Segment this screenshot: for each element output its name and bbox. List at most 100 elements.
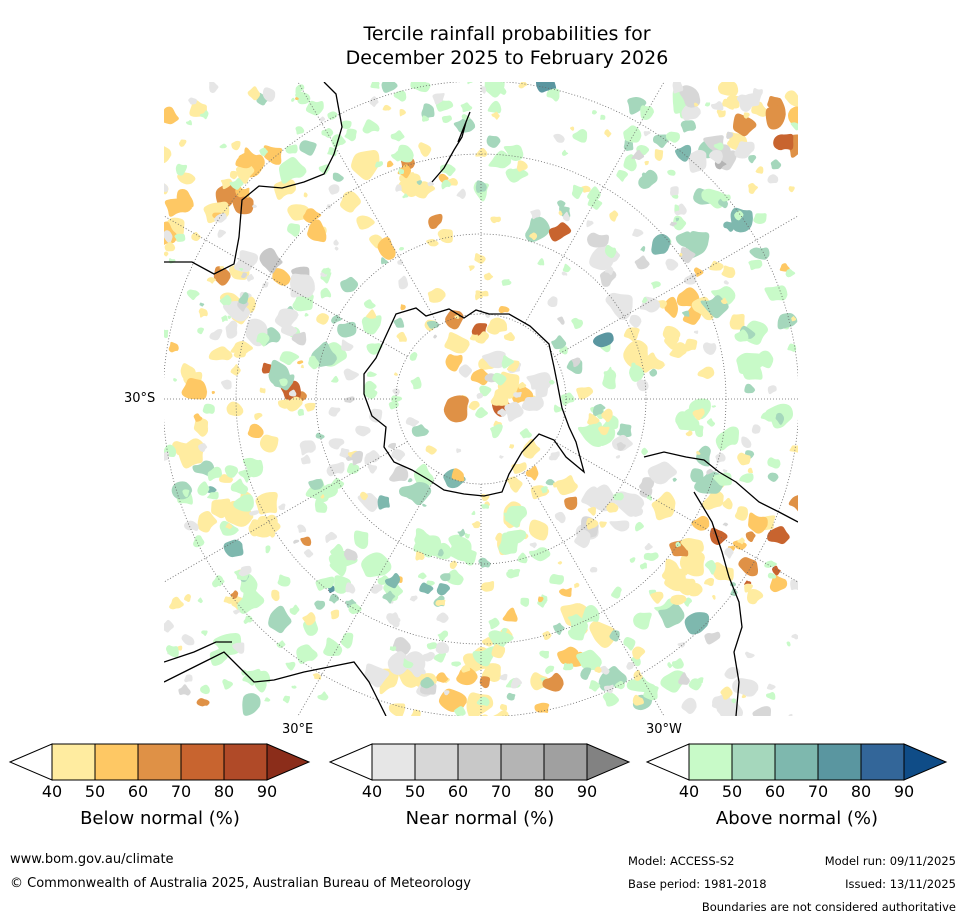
probability-patch: [651, 281, 662, 289]
probability-patch: [721, 265, 736, 278]
colorbar-tick-label: 70: [490, 782, 512, 801]
probability-patch: [606, 502, 619, 513]
probability-patch: [437, 548, 444, 557]
probability-patch: [488, 630, 516, 649]
probability-patch: [426, 580, 436, 586]
probability-patch: [198, 443, 208, 452]
probability-patch: [505, 168, 515, 178]
probability-patch: [504, 401, 525, 422]
probability-patch: [562, 263, 571, 273]
probability-patch: [220, 379, 232, 390]
coastline: [431, 111, 471, 183]
latitude-label-30s: 30°S: [124, 391, 156, 406]
probability-patch: [230, 364, 242, 376]
probability-patch: [444, 332, 471, 354]
colorbar-tick-label: 50: [84, 782, 106, 801]
probability-patch: [241, 272, 248, 279]
probability-patch: [341, 339, 355, 352]
probability-patch: [475, 331, 489, 344]
probability-patch: [221, 315, 228, 323]
issued-date: Issued: 13/11/2025: [845, 877, 956, 891]
probability-patch: [555, 475, 579, 496]
probability-patch: [369, 96, 380, 108]
probability-patch: [474, 253, 487, 264]
probability-patch: [377, 495, 390, 510]
probability-patch: [319, 116, 326, 122]
probability-patch: [731, 698, 737, 704]
probability-patch: [355, 425, 372, 437]
probability-patch: [767, 385, 777, 395]
probability-patch: [788, 186, 795, 193]
probability-patch: [636, 379, 649, 392]
probability-patch: [418, 142, 432, 157]
probability-patch: [403, 658, 414, 669]
map-title: Tercile rainfall probabilities for Decem…: [164, 22, 850, 70]
probability-patch: [259, 387, 266, 394]
probability-patch: [164, 146, 173, 164]
probability-patch: [734, 329, 749, 342]
colorbar-swatch: [817, 743, 862, 781]
probability-patch: [491, 644, 506, 659]
probability-patch: [559, 587, 572, 598]
probability-patch: [598, 426, 610, 436]
probability-patch: [464, 533, 470, 539]
probability-patch: [614, 681, 625, 690]
probability-patch: [428, 213, 443, 230]
probability-patch: [213, 266, 232, 286]
probability-patch: [724, 547, 734, 559]
probability-patch: [490, 216, 502, 224]
probability-patch: [764, 285, 788, 301]
probability-patch: [599, 665, 610, 675]
title-line-1: Tercile rainfall probabilities for: [363, 23, 651, 45]
probability-patch: [234, 250, 259, 273]
probability-patch: [340, 632, 354, 649]
probability-patch: [732, 540, 748, 550]
probability-patch: [331, 134, 347, 149]
probability-patch: [652, 134, 670, 149]
probability-patch: [199, 302, 205, 307]
probability-patch: [193, 413, 203, 422]
probability-patch: [567, 627, 587, 641]
probability-patch: [164, 251, 169, 257]
probability-patch: [397, 259, 403, 266]
probability-patch: [576, 386, 595, 400]
probability-patch: [609, 629, 620, 642]
probability-patch: [519, 428, 533, 439]
colorbar-swatch: [371, 743, 416, 781]
colorbar-tick-label: 60: [447, 782, 469, 801]
probability-patch: [164, 329, 169, 339]
probability-patch: [639, 296, 661, 313]
colorbar-tick-label: 50: [404, 782, 426, 801]
probability-patch: [290, 273, 316, 298]
probability-patch: [558, 210, 563, 216]
probability-patch: [791, 633, 798, 640]
probability-patch: [675, 231, 698, 248]
probability-patch: [443, 395, 469, 423]
probability-patch: [567, 614, 585, 627]
probability-patch: [356, 215, 376, 230]
probability-patch: [493, 710, 509, 716]
probability-patch: [460, 102, 473, 113]
probability-patch: [480, 86, 487, 94]
probability-patch: [441, 179, 452, 190]
probability-patch: [537, 258, 545, 266]
probability-patch: [680, 537, 705, 552]
probability-patch: [710, 101, 724, 111]
probability-patch: [678, 672, 691, 685]
probability-patch: [446, 569, 465, 586]
probability-patch: [672, 477, 678, 482]
probability-patch: [770, 159, 782, 170]
probability-patch: [574, 603, 584, 610]
probability-patch: [323, 637, 343, 657]
probability-patch: [217, 229, 227, 238]
probability-patch: [457, 528, 466, 537]
probability-patch: [197, 327, 205, 335]
probability-patch: [303, 549, 314, 558]
probability-patch: [387, 651, 413, 675]
website-link[interactable]: www.bom.gov.au/climate: [10, 852, 174, 867]
probability-patch: [665, 131, 681, 143]
probability-patch: [328, 438, 346, 450]
probability-patch: [629, 314, 642, 328]
probability-patch: [482, 637, 495, 647]
colorbar-tick-label: 70: [807, 782, 829, 801]
